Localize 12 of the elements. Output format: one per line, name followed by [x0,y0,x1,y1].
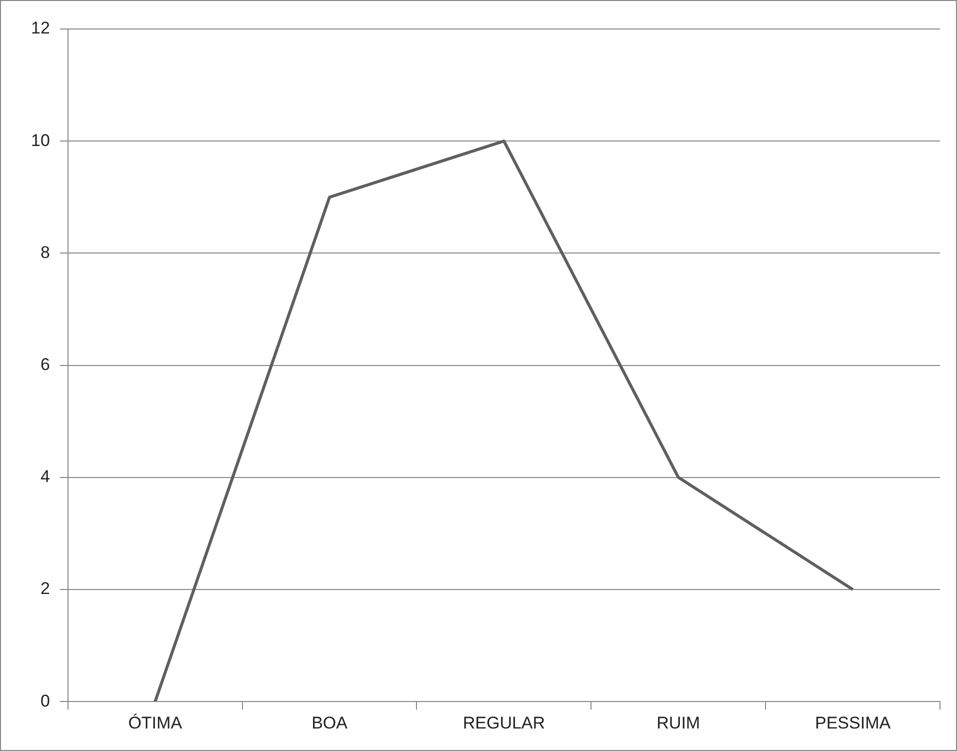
y-tick-label: 10 [30,130,50,150]
y-tick-label: 4 [40,467,50,486]
x-tick-label: RUIM [656,713,700,732]
x-tick-label: BOA [312,713,348,732]
y-tick-label: 6 [40,354,50,374]
y-tick-label: 12 [30,18,50,38]
y-tick-label: 0 [40,691,50,710]
x-tick-label: REGULAR [462,713,546,732]
x-tick-label: ÓTIMA [128,713,183,732]
x-tick-label: PESSIMA [814,713,892,732]
y-tick-label: 8 [40,242,50,262]
y-tick-label: 2 [40,579,50,598]
